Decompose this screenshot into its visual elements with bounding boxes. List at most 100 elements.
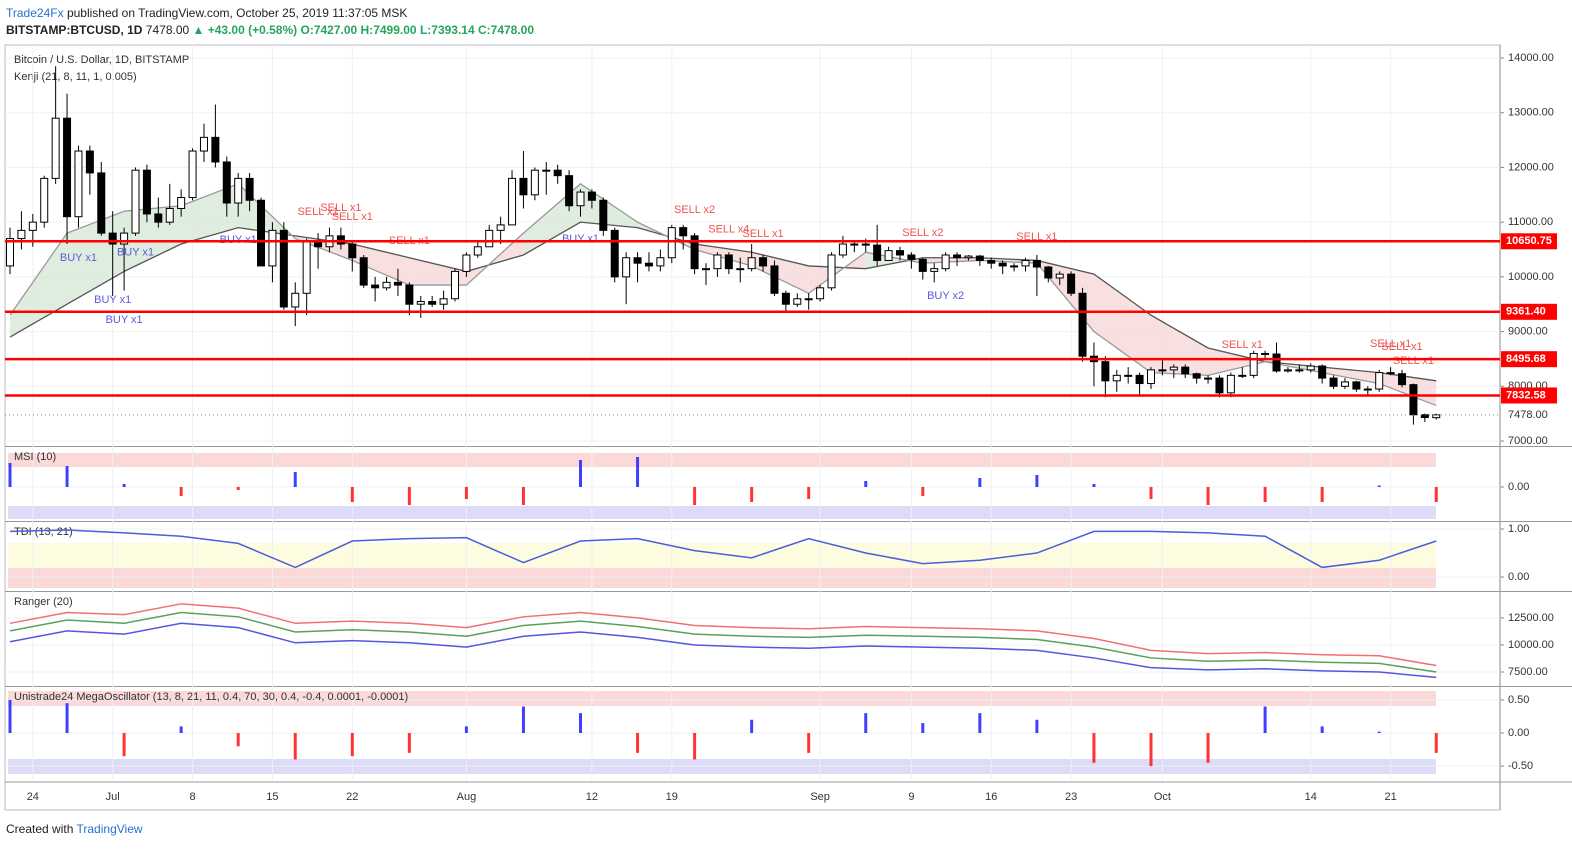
y-tick-label: 0.50 [1508, 694, 1529, 706]
candle-body [222, 161, 231, 204]
histogram-bar [464, 726, 468, 734]
candle-body [953, 254, 962, 259]
y-tick-label: 14000.00 [1508, 52, 1554, 64]
level-tag [1501, 303, 1557, 320]
candle-body [382, 281, 391, 289]
panel-title: TDI (13, 21) [14, 526, 73, 538]
candle-body [199, 136, 208, 152]
candle-body [690, 235, 699, 270]
signal-label: SELL x1 [1381, 341, 1422, 353]
candle-body [1078, 292, 1087, 357]
candle-body [565, 175, 574, 207]
candle-body [770, 265, 779, 294]
candle-body [838, 243, 847, 256]
histogram-bar [464, 487, 468, 499]
histogram-bar [807, 733, 811, 753]
candle-body [188, 150, 197, 199]
histogram-bar [65, 703, 69, 734]
ma-band [1093, 274, 1151, 373]
candle-body [667, 227, 676, 259]
y-tick-label: 7000.00 [1508, 435, 1548, 447]
candle-body [895, 250, 904, 256]
histogram-bar [8, 463, 12, 487]
signal-label: SELL x4 [708, 224, 749, 236]
candle-body [508, 177, 517, 226]
candle-body [428, 300, 437, 305]
candle-body [519, 177, 528, 196]
x-tick-label: 16 [985, 791, 997, 803]
candle-body [907, 254, 916, 260]
level-label: 9361.40 [1506, 306, 1546, 318]
candle-body [393, 281, 402, 286]
footer: Created with TradingView [6, 822, 143, 836]
y-tick-label: 9000.00 [1508, 325, 1548, 337]
candle-body [359, 257, 368, 286]
ma-band [694, 244, 752, 266]
candle-body [142, 169, 151, 215]
candle-body [644, 262, 653, 267]
candle-body [747, 257, 756, 270]
candle-body [1010, 265, 1019, 268]
brand[interactable]: TradingView [76, 822, 143, 836]
histogram-bar [978, 478, 982, 487]
candle-body [804, 298, 813, 301]
candle-body [599, 199, 608, 231]
candle-body [713, 254, 722, 270]
candle-body [724, 254, 733, 270]
candle-body [553, 169, 562, 177]
signal-label: BUY x1 [60, 252, 97, 264]
candle-body [1295, 369, 1304, 372]
candle-body [473, 246, 482, 256]
x-tick-label: 15 [266, 791, 278, 803]
x-tick-label: 19 [666, 791, 678, 803]
histogram-bar [236, 487, 240, 490]
candle-body [1318, 365, 1327, 379]
ma-band [580, 183, 638, 228]
candle-body [861, 243, 870, 246]
histogram-bar [122, 484, 126, 487]
candle-body [40, 177, 49, 223]
histogram-bar [864, 481, 868, 487]
indicator-line [9, 529, 1437, 569]
candle-body [1261, 352, 1270, 355]
candle-body [1055, 273, 1064, 279]
candle-body [268, 229, 277, 267]
candle-body [1215, 377, 1224, 394]
candle-body [850, 243, 859, 246]
candle-body [1409, 384, 1418, 416]
x-tick-label: 14 [1305, 791, 1317, 803]
y-tick-label: 7500.00 [1508, 666, 1548, 678]
signal-label: SELL x1 [1393, 355, 1434, 367]
signal-label: SELL x1 [742, 228, 783, 240]
candle-body [1044, 266, 1053, 279]
candle-body [462, 254, 471, 272]
histogram-bar [122, 733, 126, 757]
histogram-bar [579, 460, 582, 487]
candle-body [28, 221, 37, 231]
candle-body [576, 191, 585, 207]
panel-title: MSI (10) [14, 451, 56, 463]
candle-body [302, 240, 311, 294]
candle-body [793, 298, 802, 305]
candle-body [63, 117, 72, 218]
x-tick-label: Jul [106, 791, 120, 803]
high: H:7499.00 [360, 23, 417, 37]
candle-body [165, 207, 174, 223]
x-tick-label: Oct [1154, 791, 1171, 803]
signal-label: BUY x2 [927, 290, 964, 302]
candle-body [873, 244, 882, 261]
candle-body [987, 259, 996, 264]
candle-body [622, 257, 631, 278]
candle-body [450, 270, 459, 300]
header-line: Trade24Fx published on TradingView.com, … [6, 6, 407, 20]
signal-label: SELL x1 [1222, 339, 1263, 351]
candle-body [702, 268, 711, 271]
candle-body [1420, 414, 1429, 418]
candle-body [1181, 366, 1190, 375]
candle-body [336, 235, 345, 245]
candle-body [1432, 414, 1441, 419]
candle-body [1032, 259, 1041, 268]
histogram-bar [636, 457, 640, 487]
publisher[interactable]: Trade24Fx [6, 6, 64, 20]
histogram-bar [521, 706, 525, 734]
